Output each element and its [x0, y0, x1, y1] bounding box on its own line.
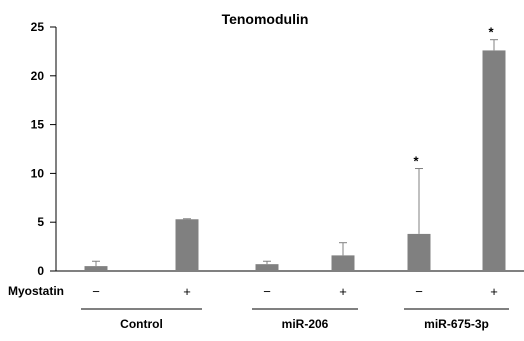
y-tick-label: 15: [31, 118, 45, 132]
myostatin-sign: −: [263, 284, 271, 299]
y-tick-label: 25: [31, 20, 45, 34]
y-tick-label: 10: [31, 166, 45, 180]
myostatin-sign: +: [339, 284, 347, 299]
bar: [84, 266, 108, 271]
chart-title: Tenomodulin: [222, 11, 309, 27]
significance-markers: **: [413, 25, 494, 169]
y-tick-label: 0: [37, 264, 44, 278]
error-bars: [92, 39, 498, 267]
bar: [331, 255, 355, 271]
group-labels: Control miR-206 miR-675-3p: [120, 317, 489, 331]
bar: [482, 50, 506, 272]
myostatin-sign: +: [490, 284, 498, 299]
bar: [255, 264, 279, 271]
significance-star: *: [413, 154, 419, 169]
myostatin-sign: −: [415, 284, 423, 299]
group-label: miR-206: [282, 317, 329, 331]
y-ticks: 0 5 10 15 20 25: [31, 20, 56, 278]
treatment-signs: − + − + − +: [92, 284, 498, 299]
bars: [84, 50, 506, 272]
bar: [407, 233, 431, 271]
bar: [175, 219, 199, 271]
myostatin-sign: −: [92, 284, 100, 299]
myostatin-row-label: Myostatin: [8, 284, 64, 298]
group-label: Control: [120, 317, 163, 331]
y-tick-label: 5: [37, 215, 44, 229]
y-tick-label: 20: [31, 69, 45, 83]
group-label: miR-675-3p: [424, 317, 489, 331]
significance-star: *: [488, 25, 494, 40]
myostatin-sign: +: [183, 284, 191, 299]
